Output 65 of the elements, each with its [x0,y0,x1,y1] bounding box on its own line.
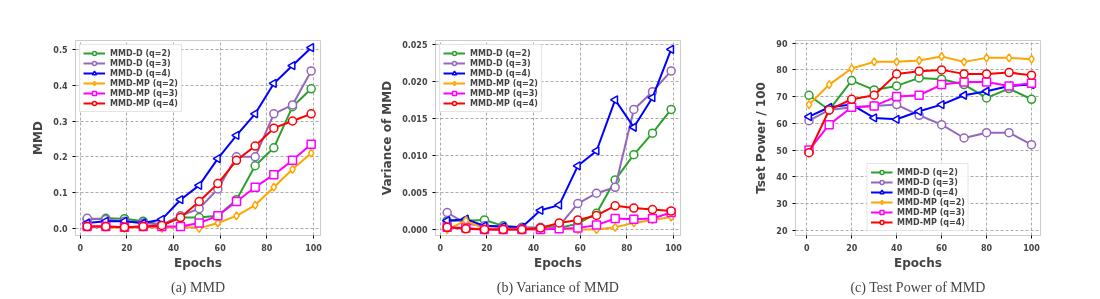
y-tick-label: 60 [776,119,788,129]
y-tick-label: 0.1 [53,189,68,199]
x-tick-label: 0 [77,243,84,253]
y-tick-label: 0.010 [402,151,428,161]
y-tick-label: 40 [776,173,788,183]
text: (a) MMD [170,279,226,296]
x-tick-label: 100 [665,243,683,253]
y-tick-label: 0.5 [53,45,68,55]
y-axis-title: Tset Power / 100 [754,82,769,194]
legend-label: MMD-D (q=2) [897,167,958,177]
legend-label: MMD-D (q=4) [897,187,958,197]
x-tick-label: 40 [527,243,540,253]
legend-label: MMD-D (q=3) [470,58,531,68]
x-tick-label: 80 [261,243,273,253]
y-tick-label: 90 [776,39,788,49]
legend-label: MMD-MP (q=3) [897,207,965,217]
x-tick-label: 20 [481,243,493,253]
legend-label: MMD-MP (q=2) [110,78,178,88]
x-tick-label: 40 [167,243,180,253]
x-axis-title: Epochs [894,255,942,270]
legend-label: MMD-MP (q=4) [470,98,538,108]
x-tick-label: 100 [305,243,323,253]
x-axis-title: Epochs [174,255,222,270]
legend-label: MMD-D (q=2) [110,48,171,58]
legend-label: MMD-D (q=3) [897,177,958,187]
x-tick-label: 100 [1023,243,1041,253]
legend-label: MMD-MP (q=4) [110,98,178,108]
text: (b) Variance of MMD [496,279,619,296]
y-tick-label: 50 [776,146,788,156]
legend-label: MMD-MP (q=3) [110,88,178,98]
x-tick-label: 60 [936,243,948,253]
x-tick-label: 80 [980,243,993,253]
y-axis-title: Variance of MMD [380,80,395,196]
text: (c) Test Power of MMD [850,279,986,296]
y-tick-label: 0.2 [53,153,68,163]
legend-label: MMD-MP (q=3) [470,88,538,98]
y-tick-label: 0.020 [402,77,428,87]
x-tick-label: 0 [437,243,444,253]
y-tick-label: 70 [776,93,788,103]
legend-label: MMD-D (q=3) [110,58,171,68]
legend-label: MMD-D (q=4) [470,68,531,78]
legend-label: MMD-MP (q=2) [897,197,965,207]
x-tick-label: 40 [891,243,903,253]
y-tick-label: 30 [776,199,788,209]
x-tick-label: 0 [803,243,810,253]
legend-label: MMD-MP (q=4) [897,217,965,227]
x-tick-label: 60 [574,243,587,253]
y-tick-label: 80 [776,66,788,76]
x-tick-label: 20 [846,243,858,253]
y-tick-label: 0.4 [53,81,68,91]
y-tick-label: 0.0 [53,224,68,234]
legend-label: MMD-D (q=2) [470,48,531,58]
x-tick-label: 20 [121,243,133,253]
x-tick-label: 60 [214,243,227,253]
y-tick-label: 0.015 [402,114,428,124]
y-axis-title: MMD [31,121,46,155]
legend-label: MMD-MP (q=2) [470,78,538,88]
y-tick-label: 0.3 [53,117,68,127]
y-tick-label: 0.025 [402,40,428,50]
y-tick-label: 20 [776,226,788,236]
legend-label: MMD-D (q=4) [110,68,171,78]
y-tick-label: 0.005 [402,189,428,198]
x-axis-title: Epochs [534,255,582,270]
y-tick-label: 0.000 [402,226,428,236]
x-tick-label: 80 [621,243,633,253]
